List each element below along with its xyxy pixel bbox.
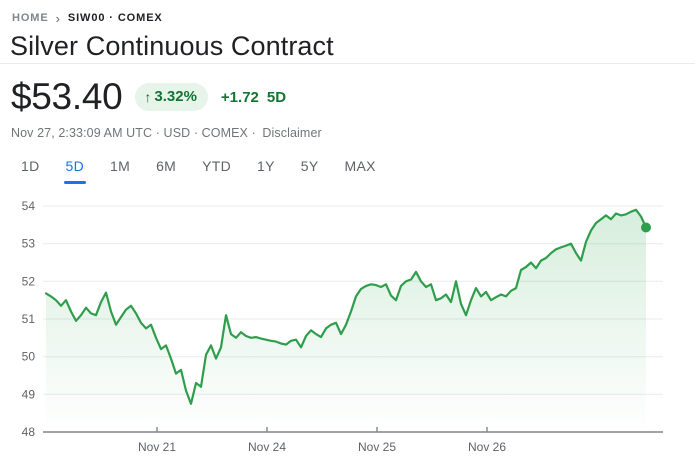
- tab-6m[interactable]: 6M: [143, 150, 189, 186]
- quote-section: $53.40 ↑ 3.32% +1.72 5D Nov 27, 2:33:09 …: [0, 64, 695, 141]
- last-price-dot: [641, 222, 651, 233]
- quote-timestamp: Nov 27, 2:33:09 AM UTC · USD · COMEX ·: [11, 126, 256, 140]
- price-line: [44, 208, 648, 405]
- y-axis-label: 53: [22, 237, 36, 251]
- up-arrow-icon: ↑: [144, 88, 152, 105]
- x-axis-label: Nov 25: [358, 440, 396, 454]
- header-divider: [0, 63, 695, 64]
- tab-ytd[interactable]: YTD: [189, 150, 244, 186]
- y-axis-label: 49: [22, 387, 36, 401]
- price-chart-svg[interactable]: 54 53 52 51 50 49 48 Nov 21 Nov 24 Nov 25 Nov 26: [0, 194, 695, 461]
- y-axis-label: 54: [22, 199, 36, 213]
- breadcrumb-home-link[interactable]: HOME: [12, 12, 49, 24]
- breadcrumb-chevron-icon: ›: [55, 10, 61, 26]
- x-axis-label: Nov 24: [248, 440, 286, 454]
- price-chart[interactable]: 54 53 52 51 50 49 48 Nov 21 Nov 24 Nov 25 Nov 26: [0, 194, 695, 461]
- tab-1y[interactable]: 1Y: [244, 150, 288, 186]
- change-percent-badge: ↑ 3.32%: [135, 83, 208, 111]
- price-row: $53.40 ↑ 3.32% +1.72 5D: [11, 77, 695, 117]
- breadcrumb-symbol: SIW00 · COMEX: [67, 12, 163, 24]
- breadcrumb: HOME › SIW00 · COMEX: [0, 0, 695, 25]
- y-axis-label: 50: [22, 350, 36, 364]
- change-absolute-value: +1.72: [220, 88, 259, 106]
- change-percent-value: 3.32%: [154, 88, 197, 105]
- tab-max[interactable]: MAX: [332, 150, 389, 186]
- y-axis-label: 48: [22, 425, 36, 439]
- tab-1m[interactable]: 1M: [97, 150, 143, 186]
- tab-5y[interactable]: 5Y: [288, 150, 332, 186]
- change-period-label: 5D: [266, 88, 287, 106]
- x-axis-label: Nov 26: [468, 440, 506, 454]
- page-title: Silver Continuous Contract: [10, 31, 334, 61]
- y-axis-label: 52: [22, 274, 36, 288]
- current-price: $53.40: [11, 76, 123, 117]
- y-axis-label: 51: [22, 312, 36, 326]
- x-axis-label: Nov 21: [138, 440, 176, 454]
- range-tabs: 1D 5D 1M 6M YTD 1Y 5Y MAX: [0, 150, 695, 184]
- quote-meta: Nov 27, 2:33:09 AM UTC · USD · COMEX · D…: [11, 126, 695, 140]
- tab-1d[interactable]: 1D: [8, 150, 53, 186]
- price-area: [46, 209, 646, 432]
- disclaimer-link[interactable]: Disclaimer: [262, 126, 322, 140]
- tab-5d[interactable]: 5D: [53, 150, 98, 186]
